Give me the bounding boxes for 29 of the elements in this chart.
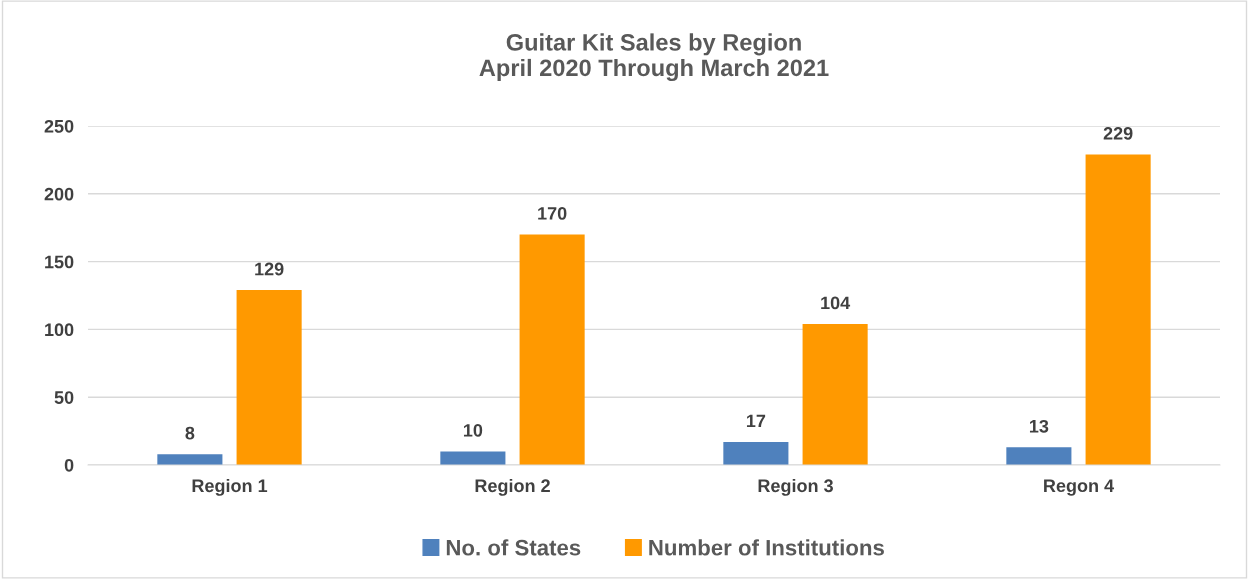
bar — [723, 441, 789, 465]
legend-label: No. of States — [446, 539, 581, 556]
bar — [1006, 447, 1072, 465]
y-tick-label: 150 — [45, 255, 74, 269]
data-label: 10 — [463, 423, 483, 437]
x-tick-label: Region 2 — [475, 478, 550, 496]
bar — [802, 323, 868, 465]
data-label: 170 — [538, 207, 567, 220]
chart-title: Guitar Kit Sales by Region April 2020 Through March 2021 — [479, 33, 829, 81]
y-tick-label: 250 — [44, 119, 74, 133]
bar — [157, 454, 223, 465]
bar — [1085, 154, 1151, 465]
y-tick-label: 100 — [45, 323, 74, 337]
x-tick-label: Region 1 — [192, 478, 268, 496]
data-label: 229 — [1103, 127, 1133, 140]
y-tick-label: 200 — [44, 187, 74, 201]
data-label: 104 — [821, 296, 851, 310]
bar — [236, 290, 302, 465]
y-tick-label: 50 — [54, 391, 74, 404]
data-label: 8 — [185, 426, 195, 440]
bar — [440, 451, 506, 465]
x-tick-label: Region 3 — [758, 478, 833, 496]
data-label: 17 — [746, 414, 766, 428]
y-tick-label: 0 — [64, 458, 74, 472]
legend-label: Number of Institutions — [649, 539, 884, 556]
x-tick-label: Regon 4 — [1044, 479, 1115, 496]
data-label: 13 — [1029, 419, 1049, 433]
bar — [519, 234, 585, 465]
data-label: 129 — [255, 262, 284, 276]
